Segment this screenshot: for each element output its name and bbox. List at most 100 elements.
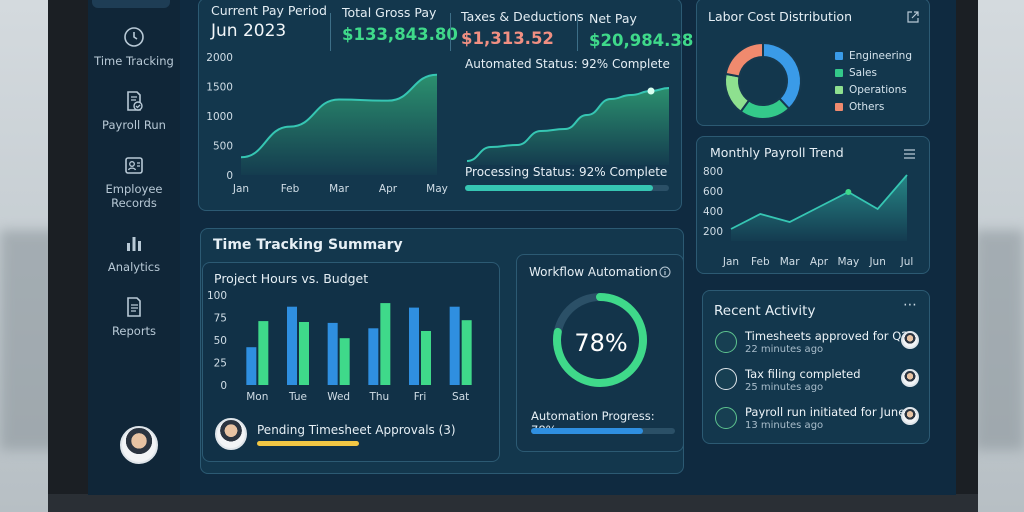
x-tick-label: Jul	[900, 256, 914, 268]
activity-time: 13 minutes ago	[745, 420, 824, 431]
x-tick-label: Fri	[414, 391, 427, 403]
pay-period-label: Current Pay Period	[211, 3, 327, 18]
gross-pay-label: Total Gross Pay	[342, 5, 437, 20]
x-tick-label: Wed	[327, 391, 350, 403]
x-tick-label: Mon	[246, 391, 268, 403]
automated-status-label: Automated Status: 92% Complete	[465, 57, 670, 71]
id-card-icon	[125, 157, 143, 174]
sidebar-item-dashboard[interactable]: Dashboard	[92, 0, 170, 8]
sidebar-item-label: Payroll Run	[102, 118, 166, 132]
processing-progress-track	[465, 185, 669, 191]
trend-line	[730, 174, 908, 230]
payroll-area-fill	[241, 74, 437, 175]
labor-cost-donut-chart	[724, 41, 802, 120]
sidebar-item-label: Time Tracking	[94, 54, 174, 68]
y-tick-label: 100	[207, 290, 227, 302]
y-tick-label: 600	[703, 186, 723, 198]
background-blur-right	[974, 230, 1024, 450]
y-tick-label: 400	[703, 206, 723, 218]
bar-tue	[287, 306, 297, 385]
legend-swatch	[835, 52, 843, 60]
gross-pay-value: $133,843.80	[342, 25, 458, 44]
legend-engineering: Engineering	[835, 50, 912, 62]
bar-thu	[368, 328, 379, 385]
sidebar: Dashboard Time Tracking Payroll Run Empl…	[88, 0, 180, 495]
report-icon	[127, 297, 141, 317]
document-check-icon	[127, 91, 143, 111]
pending-approvals-bar	[257, 441, 359, 446]
project-hours-title: Project Hours vs. Budget	[214, 271, 369, 286]
kpi-divider	[577, 13, 578, 51]
recent-activity-panel: Recent Activity ⋯ Timesheets approved fo…	[702, 290, 930, 444]
y-tick-label: 1500	[206, 82, 233, 94]
sidebar-item-label: Reports	[111, 324, 157, 338]
x-tick-label: Mar	[329, 183, 349, 195]
bar-sat	[461, 320, 472, 385]
kpi-divider	[330, 13, 331, 51]
sidebar-item-payroll-run[interactable]: Payroll Run	[88, 90, 180, 132]
net-pay-value: $20,984.38	[589, 31, 694, 50]
x-tick-label: Thu	[368, 391, 389, 403]
time-tracking-title: Time Tracking Summary	[213, 237, 403, 253]
more-options-icon[interactable]: ⋯	[903, 297, 917, 313]
activity-time: 22 minutes ago	[745, 344, 824, 355]
activity-avatar	[901, 369, 919, 387]
automation-gauge	[553, 293, 647, 387]
x-tick-label: Mar	[780, 256, 800, 268]
sidebar-item-analytics[interactable]: Analytics	[88, 232, 180, 274]
y-tick-label: 0	[226, 170, 233, 182]
automation-percent: 78%	[574, 329, 628, 357]
kpi-divider	[450, 13, 451, 51]
sidebar-item-label: Employee Records	[105, 182, 163, 210]
taxes-label: Taxes & Deductions	[461, 9, 584, 24]
bar-fri	[409, 307, 419, 385]
y-tick-label: 200	[703, 226, 723, 238]
document-icon	[715, 407, 737, 429]
x-tick-label: Apr	[810, 256, 829, 268]
x-tick-label: Feb	[281, 183, 300, 195]
bar-thu	[380, 303, 391, 385]
y-tick-label: 25	[214, 358, 227, 370]
y-tick-label: 0	[220, 380, 227, 392]
x-tick-label: Jan	[232, 183, 249, 195]
x-tick-label: Feb	[751, 256, 770, 268]
activity-avatar	[901, 331, 919, 349]
activity-title: Tax filing completed	[745, 367, 861, 381]
bar-sat	[449, 306, 460, 385]
pending-approvals-label[interactable]: Pending Timesheet Approvals (3)	[257, 423, 456, 437]
legend-others: Others	[835, 101, 884, 113]
y-tick-label: 500	[213, 141, 233, 153]
bar-tue	[299, 322, 309, 385]
external-link-icon[interactable]	[907, 11, 919, 23]
bar-fri	[421, 331, 431, 385]
x-tick-label: Jun	[868, 256, 885, 268]
sidebar-item-label: Analytics	[107, 260, 161, 274]
monthly-trend-chart: 200 400 600 800 Jan Feb Mar Apr May Jun Jul	[703, 166, 914, 268]
payroll-area-line	[240, 73, 438, 159]
sidebar-item-time-tracking[interactable]: Time Tracking	[88, 26, 180, 68]
sidebar-item-reports[interactable]: Reports	[88, 296, 180, 338]
automated-status-chart	[466, 87, 670, 165]
bar-mon	[258, 321, 269, 385]
legend-swatch	[835, 103, 843, 111]
legend-swatch	[835, 86, 843, 94]
user-icon	[715, 368, 737, 390]
donut-slice-others	[724, 41, 764, 78]
activity-time: 25 minutes ago	[745, 382, 824, 393]
legend-label: Operations	[849, 84, 907, 96]
labor-cost-panel: Labor Cost Distribution Engineering Sale…	[696, 0, 930, 126]
dashboard-screen: Dashboard Time Tracking Payroll Run Empl…	[88, 0, 956, 495]
sidebar-item-employee-records[interactable]: Employee Records	[88, 154, 180, 210]
user-avatar[interactable]	[120, 426, 158, 464]
menu-icon[interactable]	[904, 149, 915, 159]
info-icon[interactable]	[659, 266, 671, 278]
payroll-area-chart: 0 500 1000 1500 2000 Jan Feb Mar Apr May	[206, 52, 448, 195]
legend-label: Engineering	[849, 50, 912, 62]
approver-avatar	[215, 418, 247, 450]
automation-progress-fill	[531, 428, 644, 434]
net-pay-label: Net Pay	[589, 11, 637, 26]
status-area-fill	[467, 88, 669, 165]
donut-slice-operations	[724, 72, 751, 114]
x-tick-label: Apr	[379, 183, 398, 195]
pay-period-value: Jun 2023	[211, 21, 287, 41]
